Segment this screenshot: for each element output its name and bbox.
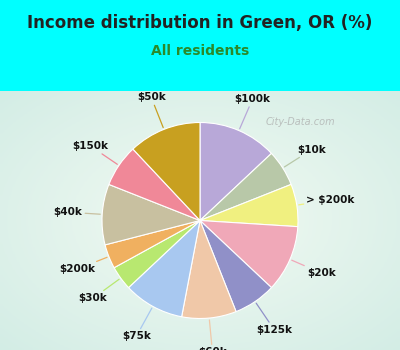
Wedge shape (200, 153, 291, 220)
Text: $125k: $125k (256, 303, 292, 335)
Wedge shape (114, 220, 200, 288)
Text: $100k: $100k (234, 94, 270, 129)
Wedge shape (200, 122, 272, 220)
Wedge shape (109, 149, 200, 220)
Wedge shape (128, 220, 200, 317)
Wedge shape (102, 184, 200, 245)
Text: $30k: $30k (78, 279, 119, 303)
Text: $60k: $60k (198, 320, 227, 350)
Wedge shape (200, 220, 272, 312)
Text: $40k: $40k (54, 207, 100, 217)
Text: $200k: $200k (59, 257, 107, 274)
Text: Income distribution in Green, OR (%): Income distribution in Green, OR (%) (27, 14, 373, 32)
Text: $75k: $75k (122, 308, 152, 342)
Text: $50k: $50k (137, 92, 166, 127)
Wedge shape (105, 220, 200, 268)
Wedge shape (200, 220, 298, 288)
Wedge shape (133, 122, 200, 220)
Text: All residents: All residents (151, 44, 249, 58)
Text: > $200k: > $200k (299, 195, 355, 205)
Text: $10k: $10k (284, 145, 326, 167)
Wedge shape (182, 220, 236, 318)
Wedge shape (200, 184, 298, 227)
Text: City-Data.com: City-Data.com (265, 117, 335, 127)
Text: $150k: $150k (72, 141, 117, 164)
Text: $20k: $20k (292, 260, 336, 278)
